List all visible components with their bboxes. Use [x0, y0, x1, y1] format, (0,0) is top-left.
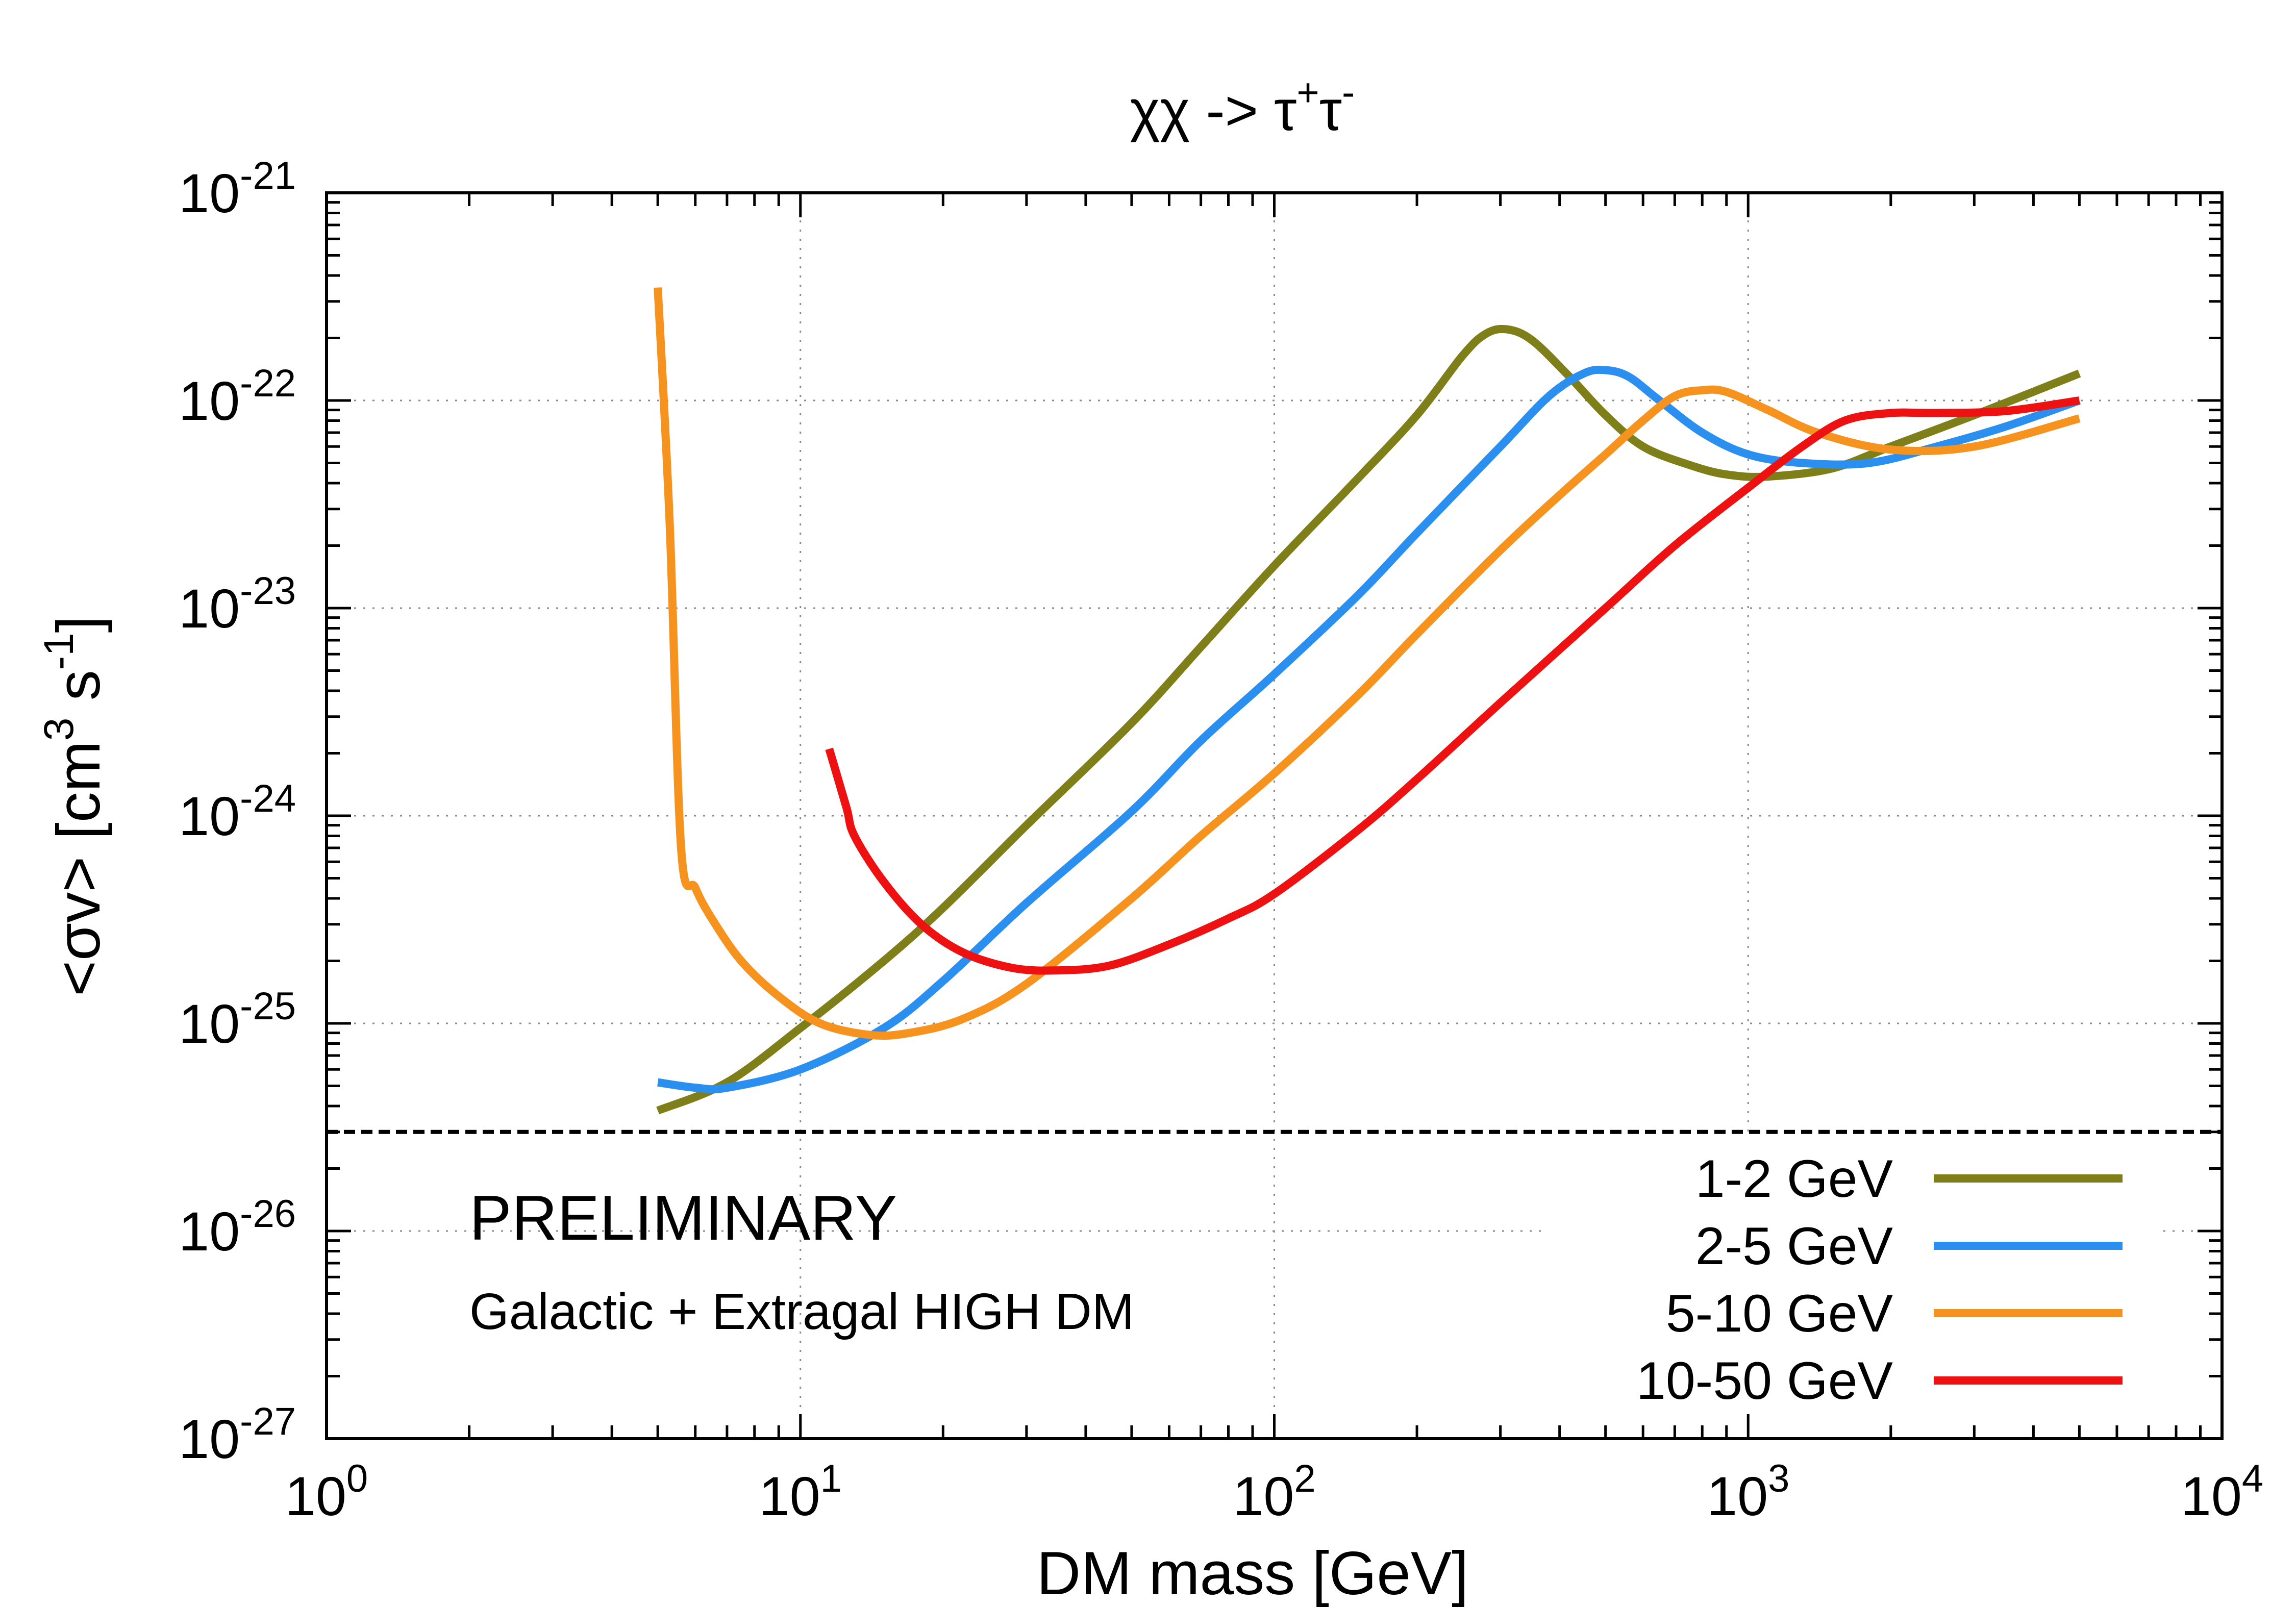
- series-line-3: [654, 287, 2081, 1040]
- ylabel-part-c: ]: [44, 616, 113, 633]
- x-tick-label: 103: [1707, 1457, 1789, 1527]
- y-tick-label: 10-25: [179, 985, 296, 1054]
- x-tick-label: 101: [759, 1457, 842, 1527]
- x-axis-label: DM mass [GeV]: [1037, 1539, 1469, 1607]
- x-tick-label: 104: [2181, 1457, 2263, 1527]
- x-tick-label: 100: [285, 1457, 368, 1527]
- ylabel-part-b: s: [44, 670, 113, 717]
- annotation-dataset: Galactic + Extragal HIGH DM: [469, 1283, 1134, 1340]
- ylabel-part-a: <σv> [cm: [44, 741, 113, 996]
- annotation-preliminary: PRELIMINARY: [469, 1183, 897, 1253]
- legend-label: 5-10 GeV: [1666, 1284, 1893, 1343]
- chart-title: χχ -> τ+τ-: [1130, 71, 1355, 142]
- x-tick-label: 102: [1233, 1457, 1315, 1527]
- y-tick-label: 10-23: [179, 569, 296, 639]
- title-base: χχ -> τ: [1130, 79, 1297, 142]
- legend-label: 1-2 GeV: [1695, 1149, 1893, 1209]
- ylabel-sup-minus1: -1: [36, 633, 82, 670]
- ylabel-sup-3: 3: [36, 718, 82, 741]
- y-axis-label: <σv> [cm3 s-1]: [36, 616, 113, 996]
- title-sup-plus: +: [1296, 71, 1319, 114]
- tick-labels: 100 101 102 103 104 10-27 10-26 10-25 10-24 10-23…: [179, 154, 2263, 1527]
- y-tick-label: 10-21: [179, 154, 296, 224]
- series-line-4: [825, 396, 2080, 975]
- series-line-2: [657, 365, 2081, 1094]
- title-sup-minus: -: [1342, 71, 1355, 114]
- y-tick-label: 10-22: [179, 362, 296, 432]
- axis-ticks: [325, 191, 2224, 1440]
- series-curves: [654, 287, 2081, 1115]
- legend-label: 10-50 GeV: [1636, 1351, 1893, 1411]
- legend: 1-2 GeV 2-5 GeV 5-10 GeV 10-50 GeV: [1636, 1149, 2123, 1411]
- y-tick-label: 10-27: [179, 1400, 296, 1470]
- legend-label: 2-5 GeV: [1695, 1217, 1893, 1276]
- y-tick-label: 10-24: [179, 777, 296, 847]
- title-mid: τ: [1319, 79, 1342, 142]
- annotations: PRELIMINARY Galactic + Extragal HIGH DM: [469, 1183, 1134, 1340]
- y-tick-label: 10-26: [179, 1192, 296, 1262]
